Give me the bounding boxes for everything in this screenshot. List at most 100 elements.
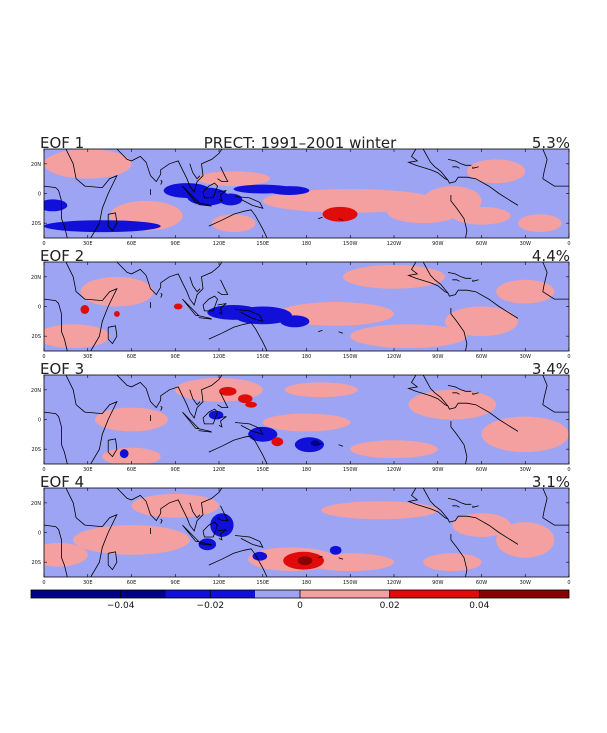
- colorbar-tick-label: −0.02: [197, 601, 225, 611]
- coastline: [217, 392, 229, 409]
- chart-title: PRECT: 1991–2001 winter: [204, 134, 397, 152]
- y-tick-label: 20N: [31, 162, 41, 168]
- coastline: [318, 216, 323, 220]
- coastline: [217, 190, 227, 202]
- coastline: [44, 185, 68, 238]
- coastline: [234, 253, 249, 260]
- x-tick-label: 0: [42, 241, 45, 247]
- x-tick-label: 30E: [83, 241, 93, 247]
- x-tick-label: 90E: [170, 580, 180, 586]
- x-tick-label: 150W: [343, 467, 358, 473]
- coastline: [107, 212, 118, 232]
- coastline: [338, 331, 344, 334]
- coastline: [107, 325, 118, 345]
- y-tick-label: 0: [38, 418, 41, 424]
- eof-panel-label: EOF 3: [40, 360, 84, 378]
- eof-field: [44, 149, 569, 238]
- positive-anomaly-region: [408, 389, 497, 420]
- x-tick-label: 30E: [83, 354, 93, 360]
- coastline: [107, 551, 118, 571]
- coastline: [422, 488, 519, 545]
- coastline: [234, 366, 249, 373]
- coastline: [217, 416, 227, 428]
- coastline: [472, 166, 479, 169]
- negative-anomaly-core: [219, 193, 243, 206]
- positive-anomaly-region: [452, 206, 511, 225]
- coastline: [447, 159, 472, 166]
- coastline: [234, 479, 249, 486]
- x-tick-label: 60E: [127, 354, 137, 360]
- positive-anomaly-region: [44, 542, 88, 567]
- coastline: [452, 392, 460, 395]
- coastline: [217, 166, 229, 183]
- negative-anomaly-core: [119, 449, 129, 459]
- coastline: [450, 308, 468, 351]
- positive-anomaly-region: [131, 493, 219, 518]
- positive-anomaly-region: [44, 149, 132, 179]
- positive-anomaly-region: [496, 279, 555, 304]
- coastline: [116, 262, 223, 306]
- x-tick-label: 120E: [213, 241, 226, 247]
- x-tick-label: 90E: [170, 467, 180, 473]
- positive-anomaly-core: [219, 386, 237, 396]
- positive-anomaly-region: [197, 171, 271, 187]
- x-tick-label: 60E: [127, 467, 137, 473]
- y-tick-label: 20N: [31, 501, 41, 507]
- coastline: [447, 498, 472, 505]
- y-tick-label: 0: [38, 192, 41, 198]
- negative-anomaly-core: [329, 545, 342, 555]
- x-tick-label: 120E: [213, 580, 226, 586]
- coastline: [234, 422, 264, 435]
- coastline: [160, 179, 163, 185]
- coastline: [197, 541, 212, 546]
- positive-anomaly-region: [481, 416, 569, 453]
- coastline: [202, 521, 218, 538]
- y-tick-label: 20S: [31, 221, 41, 227]
- x-tick-label: 150E: [256, 354, 269, 360]
- coastline: [197, 428, 212, 433]
- x-tick-label: 120E: [213, 354, 226, 360]
- eof-variance-label: 3.4%: [532, 360, 570, 378]
- negative-anomaly-deep: [310, 440, 320, 447]
- positive-anomaly-region: [517, 214, 562, 233]
- colorbar-segment: [255, 590, 300, 598]
- x-tick-label: 30W: [520, 467, 531, 473]
- positive-anomaly-core: [271, 437, 284, 447]
- positive-anomaly-region: [211, 214, 256, 233]
- negative-anomaly-core: [294, 437, 324, 453]
- x-tick-label: 180: [302, 354, 312, 360]
- eof-panel-label: EOF 4: [40, 473, 84, 491]
- eof-variance-label: 5.3%: [532, 134, 570, 152]
- x-tick-label: 90E: [170, 241, 180, 247]
- coastline: [189, 276, 201, 293]
- x-tick-label: 60E: [127, 241, 137, 247]
- positive-anomaly-region: [262, 413, 351, 432]
- eof-variance-label: 4.4%: [532, 247, 570, 265]
- colorbar-segment: [479, 590, 569, 598]
- positive-anomaly-region: [386, 199, 460, 224]
- x-tick-label: 30W: [520, 241, 531, 247]
- positive-anomaly-core: [245, 401, 257, 408]
- negative-anomaly-core: [44, 199, 68, 212]
- x-tick-label: 60E: [127, 580, 137, 586]
- eof-panels: 0 30E 60E 90E 120E 150E 180 150W 120W 90W 60W 30W 0 2…: [31, 134, 571, 586]
- positive-anomaly-region: [73, 525, 190, 555]
- x-tick-label: 90W: [432, 467, 443, 473]
- coastline: [197, 315, 212, 320]
- coastline: [452, 505, 460, 508]
- coastline: [542, 375, 569, 413]
- coastline: [160, 405, 163, 411]
- x-tick-label: 30W: [520, 580, 531, 586]
- y-tick-label: 20S: [31, 334, 41, 340]
- coastline: [472, 279, 479, 282]
- eof-panel-2: 0 30E 60E 90E 120E 150E 180 150W 120W 90W 60W 30W 0 2…: [31, 247, 571, 360]
- x-tick-label: 0: [42, 354, 45, 360]
- negative-anomaly-core: [210, 513, 234, 537]
- positive-anomaly-region: [284, 382, 358, 398]
- x-tick-label: 0: [567, 467, 570, 473]
- colorbar: −0.04 −0.02 0 0.02 0.04: [30, 589, 570, 611]
- coastline: [422, 262, 519, 319]
- coastline: [202, 295, 218, 312]
- eof-variance-label: 3.1%: [532, 473, 570, 491]
- x-tick-label: 150W: [343, 241, 358, 247]
